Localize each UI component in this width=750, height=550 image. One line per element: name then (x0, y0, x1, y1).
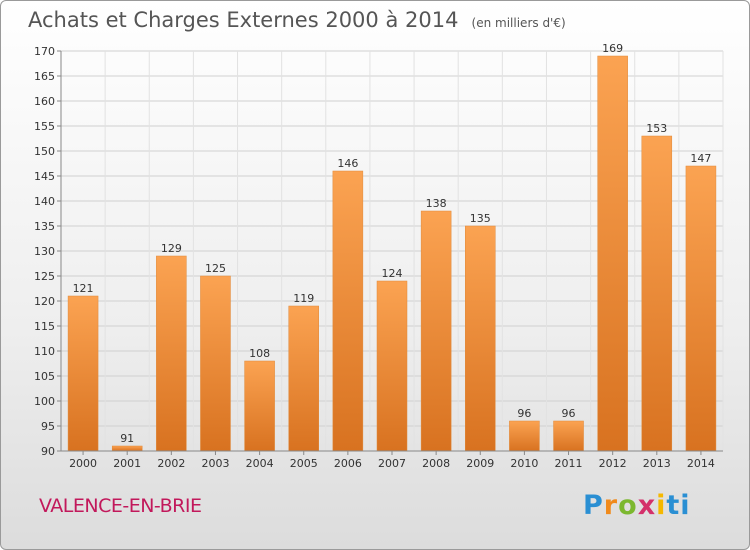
bar (200, 275, 231, 452)
x-tick-label: 2004 (246, 457, 274, 470)
bar-value-label: 169 (602, 42, 623, 55)
x-tick-label: 2012 (599, 457, 627, 470)
y-tick-label: 135 (34, 220, 55, 233)
y-tick-label: 140 (34, 195, 55, 208)
bar (641, 135, 673, 452)
bar (332, 170, 364, 452)
x-tick-label: 2013 (643, 457, 671, 470)
y-tick-label: 110 (34, 345, 55, 358)
commune-name: VALENCE-EN-BRIE (39, 495, 202, 517)
x-tick-label: 2003 (201, 457, 229, 470)
chart-title: Achats et Charges Externes 2000 à 2014 (… (28, 8, 566, 32)
y-tick-label: 160 (34, 95, 55, 108)
bar-value-label: 129 (161, 242, 182, 255)
y-tick-label: 165 (34, 70, 55, 83)
x-tick-label: 2001 (113, 457, 141, 470)
bar-value-label: 96 (562, 407, 576, 420)
bar-value-label: 124 (382, 267, 403, 280)
bar-value-label: 135 (470, 212, 491, 225)
x-tick-label: 2000 (69, 457, 97, 470)
bar-value-label: 146 (337, 157, 358, 170)
bar-value-label: 153 (646, 122, 667, 135)
x-tick-label: 2009 (466, 457, 494, 470)
y-tick-label: 150 (34, 145, 55, 158)
y-tick-label: 155 (34, 120, 55, 133)
bars (67, 55, 717, 452)
x-tick-label: 2006 (334, 457, 362, 470)
y-tick-label: 130 (34, 245, 55, 258)
bar (553, 420, 584, 452)
bar-value-label: 125 (205, 262, 226, 275)
chart-unit-note: (en milliers d'€) (471, 16, 566, 30)
bar-value-label: 119 (293, 292, 314, 305)
proxiti-logo: Proxiti (583, 490, 691, 521)
y-tick-label: 90 (41, 445, 55, 458)
labels: 90 95 100 105 110 115 120 125 130 135 140 145 150 155… (34, 42, 715, 470)
x-tick-label: 2007 (378, 457, 406, 470)
bar-value-label: 96 (517, 407, 531, 420)
bar (685, 165, 717, 452)
x-tick-label: 2011 (555, 457, 583, 470)
bar (509, 420, 540, 452)
bar (465, 225, 496, 452)
x-tick-label: 2014 (687, 457, 715, 470)
bar (67, 295, 99, 452)
y-tick-label: 95 (41, 420, 55, 433)
x-tick-label: 2010 (510, 457, 538, 470)
bar (244, 360, 275, 452)
y-tick-label: 125 (34, 270, 55, 283)
y-tick-label: 170 (34, 45, 55, 58)
bar-value-label: 138 (426, 197, 447, 210)
y-tick-label: 120 (34, 295, 55, 308)
bar-value-label: 108 (249, 347, 270, 360)
bar-value-label: 121 (73, 282, 94, 295)
x-tick-label: 2002 (157, 457, 185, 470)
y-tick-label: 115 (34, 320, 55, 333)
y-tick-label: 145 (34, 170, 55, 183)
x-tick-label: 2008 (422, 457, 450, 470)
bar-value-label: 91 (120, 432, 134, 445)
bar (288, 305, 319, 452)
chart-title-main: Achats et Charges Externes 2000 à 2014 (28, 8, 459, 32)
bar (111, 445, 143, 452)
y-tick-label: 100 (34, 395, 55, 408)
y-tick-label: 105 (34, 370, 55, 383)
axes (57, 50, 723, 455)
bar (156, 255, 187, 452)
bar (376, 280, 408, 452)
x-tick-label: 2005 (290, 457, 318, 470)
bar-value-label: 147 (690, 152, 711, 165)
bar (597, 55, 628, 452)
bar (420, 210, 452, 452)
